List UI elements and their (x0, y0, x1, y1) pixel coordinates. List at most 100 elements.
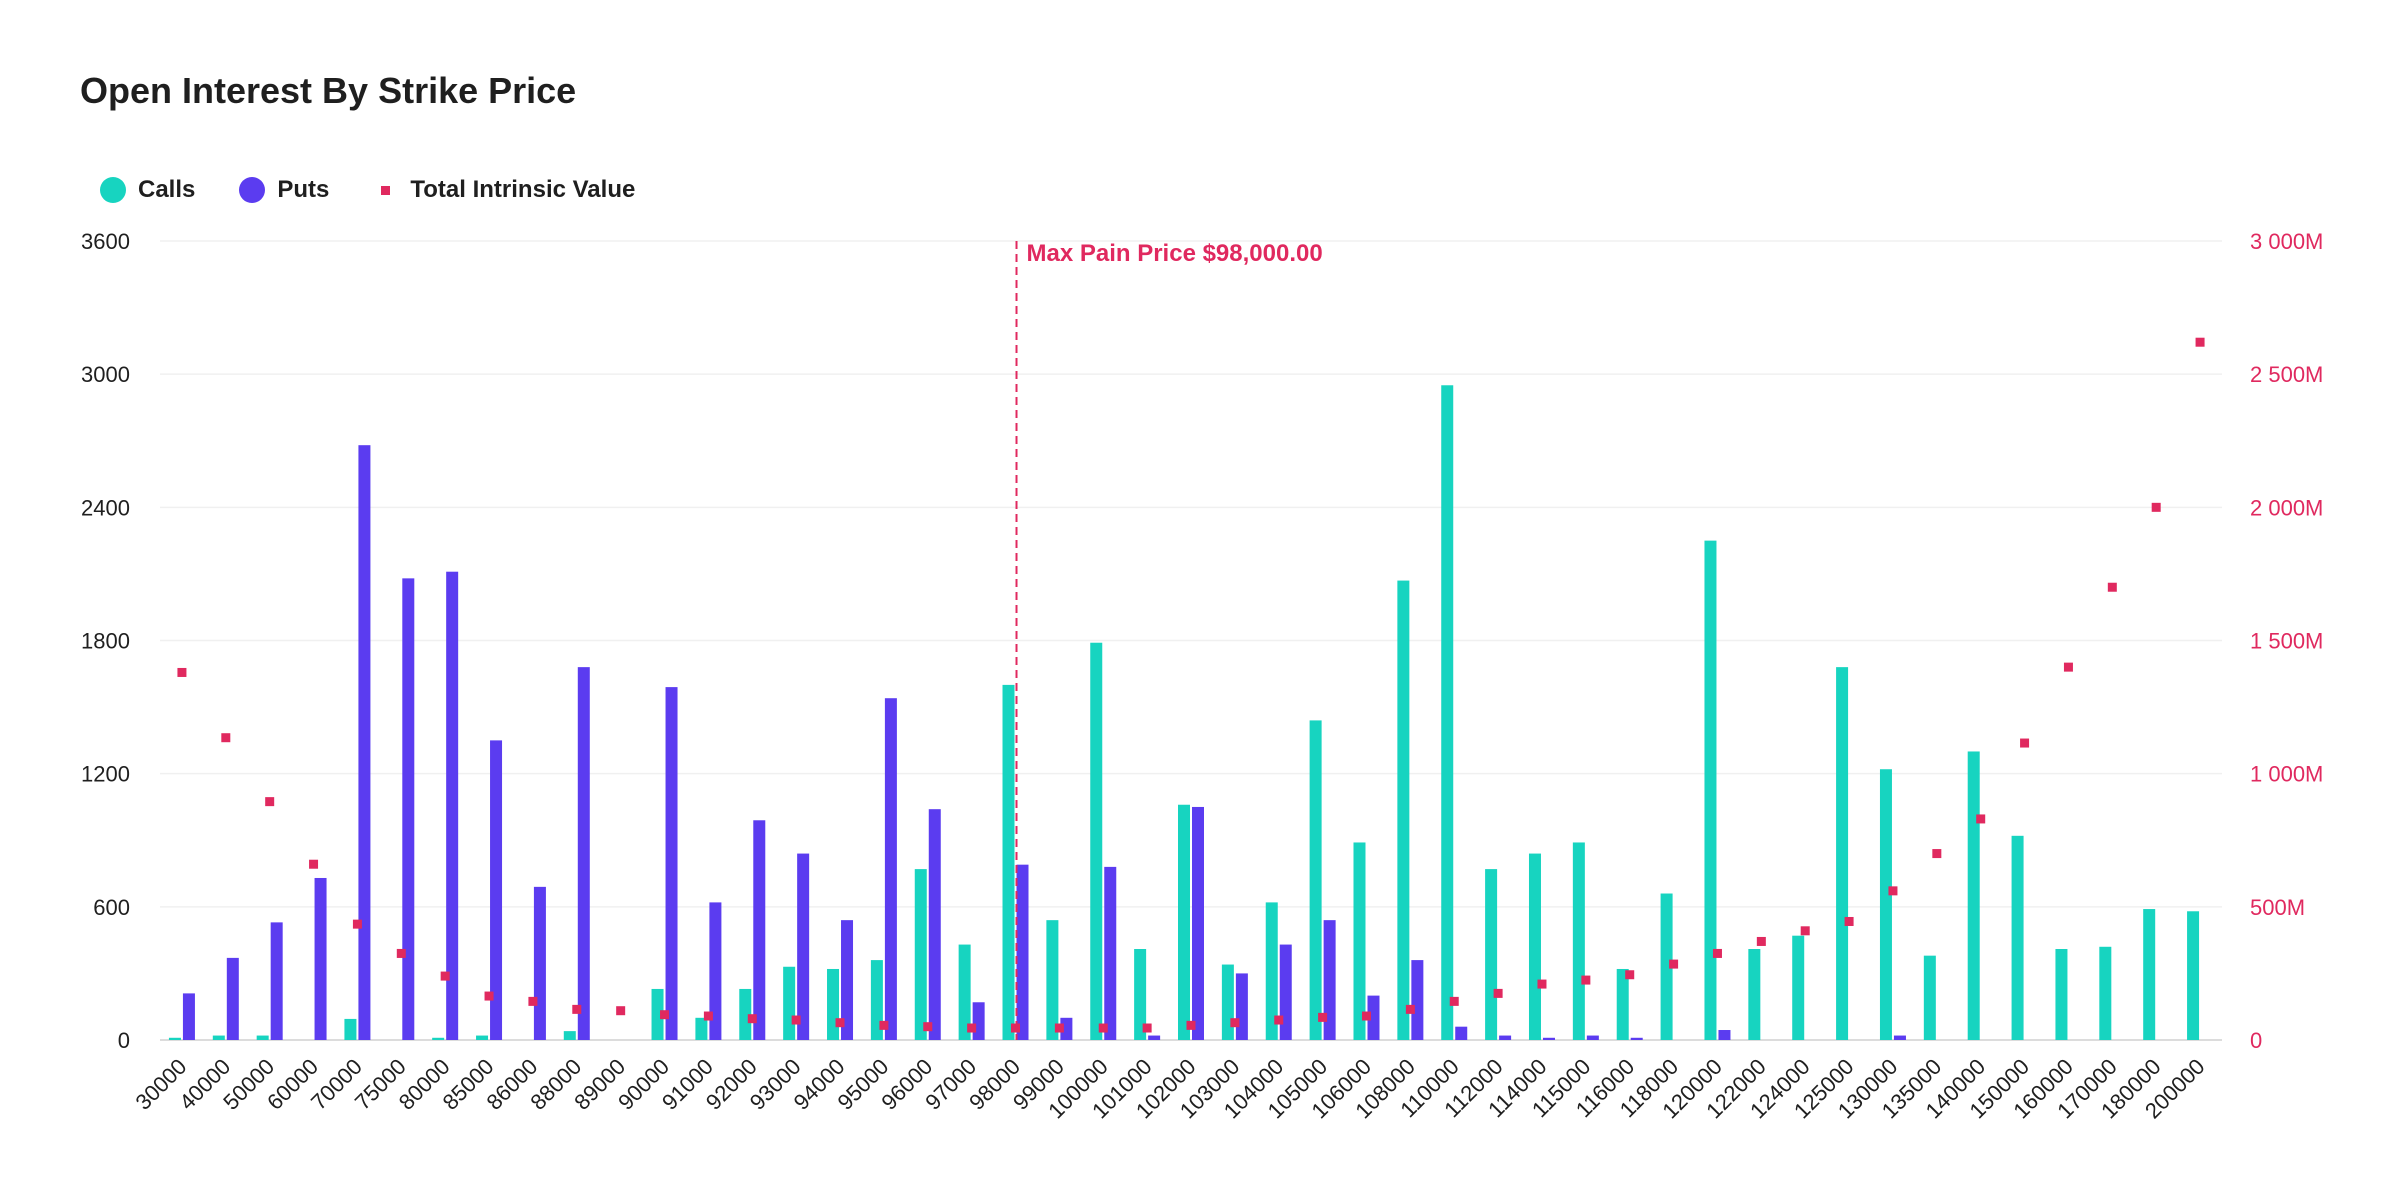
puts-bar (884, 698, 897, 1040)
calls-bar (1528, 853, 1541, 1040)
y2-tick-label: 0 (2250, 1028, 2262, 1053)
puts-bar (1367, 995, 1380, 1040)
tiv-point (2107, 582, 2117, 592)
puts-bar (1630, 1037, 1643, 1040)
puts-bar (1455, 1026, 1468, 1040)
calls-bar (695, 1017, 708, 1040)
tiv-point (1581, 975, 1591, 985)
puts-bar (446, 571, 459, 1040)
y-tick-label: 3600 (81, 229, 130, 254)
tiv-point (440, 971, 450, 981)
calls-bar (1967, 751, 1980, 1040)
tiv-point (1186, 1020, 1196, 1030)
calls-bar (1660, 893, 1673, 1040)
chart-title: Open Interest By Strike Price (80, 70, 577, 111)
y2-tick-label: 500M (2250, 895, 2305, 920)
calls-bar (1748, 949, 1761, 1040)
tiv-point (923, 1022, 933, 1032)
calls-bar (1792, 935, 1805, 1040)
puts-bar (928, 809, 941, 1040)
tiv-point (1274, 1015, 1284, 1025)
puts-bar (709, 902, 722, 1040)
calls-bar (2143, 909, 2156, 1040)
max-pain-label: Max Pain Price $98,000.00 (1027, 240, 1323, 267)
puts-bar (1893, 1035, 1906, 1040)
calls-bar (739, 988, 752, 1040)
calls-bar (1353, 842, 1366, 1040)
tiv-point (2063, 662, 2073, 672)
puts-bar (1499, 1035, 1512, 1040)
puts-bar (577, 667, 590, 1040)
puts-bar (1279, 944, 1292, 1040)
calls-bar (783, 966, 796, 1040)
calls-bar (1046, 920, 1059, 1040)
calls-bar (1178, 804, 1190, 1040)
puts-bar (1235, 973, 1248, 1040)
tiv-point (484, 991, 494, 1001)
puts-bar (1060, 1017, 1073, 1040)
calls-bar (1441, 385, 1454, 1040)
calls-bar (168, 1037, 181, 1040)
tiv-point (616, 1006, 626, 1016)
puts-bar (841, 920, 854, 1040)
tiv-point (1976, 814, 1986, 824)
tiv-point (528, 996, 538, 1006)
calls-bar (958, 944, 971, 1040)
y2-tick-label: 1 500M (2250, 629, 2323, 654)
legend-item-tiv[interactable]: Total Intrinsic Value (373, 176, 635, 204)
legend-item-puts[interactable]: Puts (239, 176, 329, 204)
calls-bar (2011, 835, 2024, 1040)
legend-item-calls[interactable]: Calls (100, 176, 195, 204)
y-tick-label: 2400 (81, 495, 130, 520)
puts-bar (1323, 920, 1336, 1040)
puts-swatch-icon (239, 177, 266, 203)
calls-bar (2099, 946, 2112, 1040)
calls-bar (827, 968, 840, 1040)
puts-bar (358, 445, 371, 1040)
calls-bar (1134, 949, 1147, 1040)
tiv-point (747, 1014, 757, 1024)
calls-swatch-icon (100, 177, 126, 203)
calls-bar (914, 869, 927, 1040)
puts-bar (1586, 1035, 1599, 1040)
calls-bar (1397, 580, 1410, 1040)
calls-bar (1265, 902, 1278, 1040)
calls-bar (651, 988, 664, 1040)
calls-bar (1309, 720, 1322, 1040)
tiv-point (1932, 849, 1942, 859)
tiv-point (1493, 988, 1503, 998)
tiv-point (1537, 979, 1547, 989)
tiv-point (2151, 502, 2161, 512)
calls-bar (563, 1031, 576, 1040)
tiv-point (1405, 1004, 1415, 1014)
tiv-point (2195, 337, 2205, 347)
y-tick-label: 0 (118, 1028, 130, 1053)
tiv-point (1098, 1023, 1108, 1033)
tiv-point (835, 1018, 845, 1028)
tiv-point (572, 1004, 582, 1014)
tiv-point (1449, 996, 1459, 1006)
calls-bar (256, 1035, 269, 1040)
y-tick-label: 3000 (81, 362, 130, 387)
chart-legend: Calls Puts Total Intrinsic Value (100, 176, 679, 204)
calls-bar (1836, 667, 1849, 1040)
tiv-point (265, 797, 275, 807)
puts-bar (972, 1002, 985, 1040)
calls-bar (1090, 642, 1103, 1040)
tiv-point (1142, 1023, 1152, 1033)
puts-bar (1718, 1030, 1731, 1040)
puts-bar (797, 853, 810, 1040)
tiv-point (1054, 1023, 1064, 1033)
tiv-point (1844, 916, 1854, 926)
puts-bar (402, 578, 415, 1040)
y-tick-label: 600 (93, 895, 130, 920)
tiv-point (703, 1011, 713, 1021)
tiv-point (1230, 1018, 1240, 1028)
tiv-swatch-icon (381, 185, 391, 195)
puts-bar (270, 922, 283, 1040)
puts-bar (753, 820, 766, 1040)
calls-bar (212, 1035, 225, 1040)
tiv-point (1318, 1012, 1328, 1022)
puts-bar (1016, 864, 1029, 1040)
